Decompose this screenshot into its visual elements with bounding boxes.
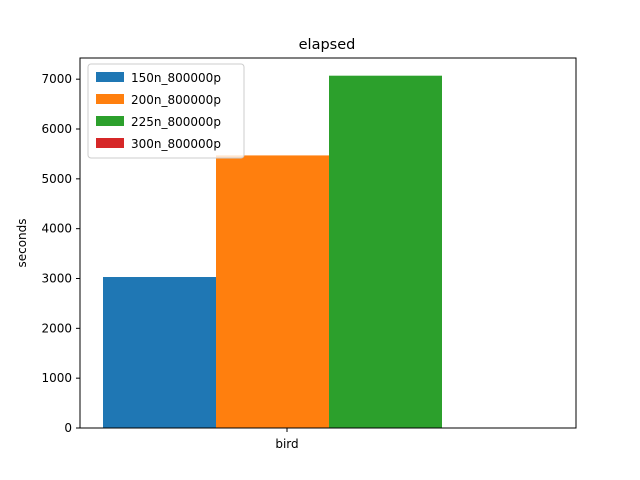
legend-swatch	[96, 94, 124, 104]
bar-200n_800000p-bird	[216, 155, 329, 428]
y-tick-label: 1000	[41, 371, 72, 385]
x-axis: bird	[275, 428, 299, 451]
legend-swatch	[96, 138, 124, 148]
legend-entry: 150n_800000p	[131, 71, 221, 85]
y-tick-label: 7000	[41, 72, 72, 86]
y-tick-label: 6000	[41, 122, 72, 136]
legend-swatch	[96, 72, 124, 82]
legend-swatch	[96, 116, 124, 126]
chart-title: elapsed	[299, 37, 356, 53]
y-tick-label: 2000	[41, 321, 72, 335]
y-axis-label: seconds	[15, 218, 29, 267]
y-tick-label: 0	[64, 421, 72, 435]
legend-entry: 300n_800000p	[131, 137, 221, 151]
x-tick-label: bird	[275, 437, 298, 451]
legend-entry: 200n_800000p	[131, 93, 221, 107]
legend-entry: 225n_800000p	[131, 115, 221, 129]
legend: 150n_800000p 200n_800000p 225n_800000p 300n…	[87, 63, 245, 159]
y-tick-label: 4000	[41, 222, 72, 236]
legend-box	[87, 63, 245, 159]
y-tick-label: 5000	[41, 172, 72, 186]
bar-150n_800000p-bird	[103, 277, 216, 428]
plot-frame	[79, 57, 577, 429]
plot-area	[79, 57, 577, 429]
y-axis: 0 1000 2000 3000 4000 5000 6000 7000	[41, 72, 80, 435]
bar-225n_800000p-bird	[329, 75, 442, 428]
y-tick-label: 3000	[41, 272, 72, 286]
